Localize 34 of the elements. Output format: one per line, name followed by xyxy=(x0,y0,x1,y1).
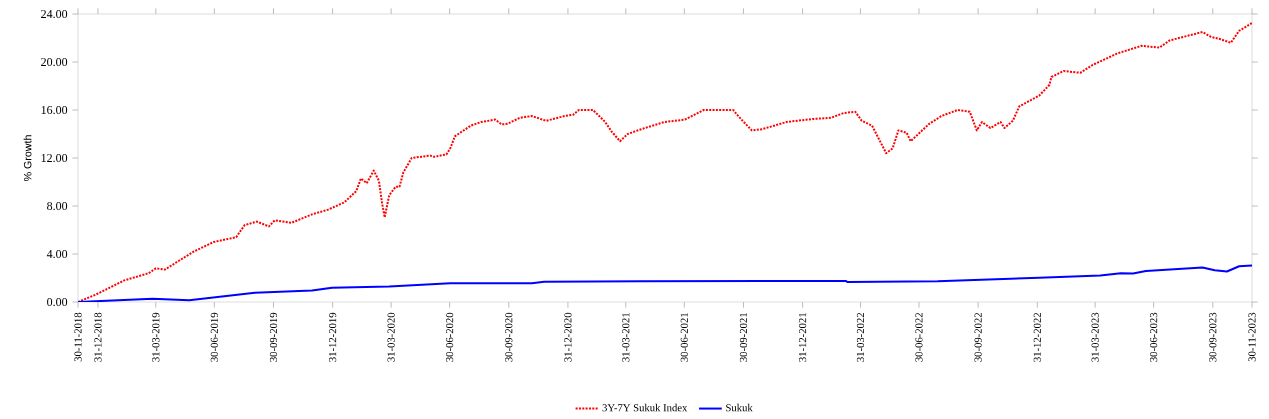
y-tick-label: 0.00 xyxy=(47,297,68,307)
y-tick-label: 24.00 xyxy=(41,9,68,19)
y-tick-label: 20.00 xyxy=(41,57,68,67)
line-series xyxy=(78,264,1253,302)
x-tick-label: 31-03-2021 xyxy=(622,313,630,362)
x-tick-label: 31-12-2022 xyxy=(1033,312,1041,362)
x-tick-label: 30-09-2020 xyxy=(505,312,513,362)
x-tick-label: 31-03-2022 xyxy=(856,312,865,362)
line-series xyxy=(78,22,1253,302)
x-tick-label: 30-09-2022 xyxy=(974,312,982,362)
y-tick-label: 4.00 xyxy=(46,249,68,259)
y-tick-label: 8.00 xyxy=(47,201,68,211)
legend-label: 3Y-7Y Sukuk Index xyxy=(602,403,688,412)
x-tick-label: 30-06-2019 xyxy=(210,312,218,362)
x-tick-label: 30-09-2023 xyxy=(1209,312,1217,362)
x-tick-label: 31-12-2018 xyxy=(94,312,102,362)
x-tick-label: 31-03-2020 xyxy=(387,312,395,362)
x-tick-label: 30-09-2019 xyxy=(269,312,278,362)
x-tick-label: 30-06-2022 xyxy=(915,312,923,362)
x-tick-label: 30-06-2021 xyxy=(680,313,688,362)
y-tick-label: 16.00 xyxy=(41,105,68,115)
y-axis-title: % Growth xyxy=(23,135,32,182)
x-tick-label: 30-09-2021 xyxy=(739,313,748,362)
legend-label: Sukuk xyxy=(726,403,753,412)
x-tick-label: 31-03-2023 xyxy=(1091,312,1099,362)
x-tick-label: 30-11-2018 xyxy=(74,312,82,362)
x-tick-label: 31-12-2020 xyxy=(564,312,572,362)
x-tick-label: 30-11-2023 xyxy=(1248,312,1256,362)
x-tick-label: 30-06-2020 xyxy=(446,312,454,362)
x-tick-label: 31-03-2019 xyxy=(152,312,160,362)
x-tick-label: 30-06-2023 xyxy=(1150,312,1158,362)
y-tick-label: 12.00 xyxy=(41,153,68,163)
x-tick-label: 31-12-2021 xyxy=(799,313,807,362)
x-tick-label: 31-12-2019 xyxy=(329,312,337,362)
